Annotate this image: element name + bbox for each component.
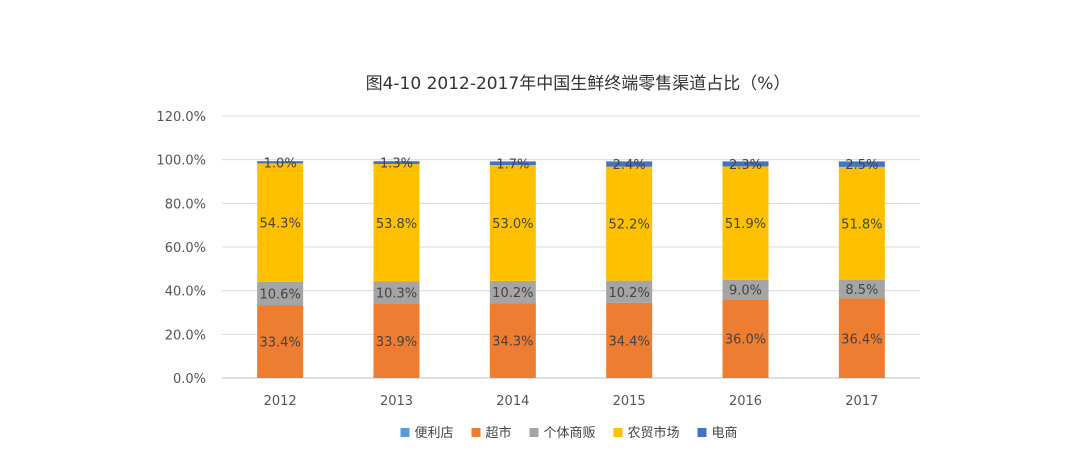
gridlines (222, 115, 920, 379)
bar-segment (838, 298, 885, 378)
data-label: 8.5% (845, 283, 878, 298)
y-tick-label: 120.0% (156, 110, 206, 125)
data-label: 36.4% (841, 332, 882, 347)
data-label: 51.8% (841, 217, 882, 232)
data-label: 10.2% (492, 286, 533, 301)
y-tick-label: 80.0% (165, 197, 206, 212)
bar-segment (373, 303, 420, 378)
bar-segment (606, 280, 653, 303)
data-label: 1.3% (380, 157, 413, 172)
data-label: 9.0% (729, 284, 762, 299)
data-label: 33.9% (376, 335, 417, 350)
bar-segment (722, 161, 769, 167)
legend-swatch (400, 428, 410, 437)
y-tick-label: 0.0% (173, 372, 206, 387)
x-tick-label: 2014 (496, 394, 529, 409)
legend-swatch (697, 428, 707, 437)
data-label: 2.4% (613, 158, 646, 173)
legend-swatch (471, 428, 481, 437)
y-tick-label: 60.0% (165, 241, 206, 256)
y-axis-ticks: 0.0% 20.0% 40.0% 60.0% 80.0% 100.0% 120.0% (156, 110, 206, 387)
bar-segment (373, 164, 420, 282)
legend-label: 便利店 (415, 426, 454, 441)
bar-segment (257, 163, 304, 282)
data-label: 2.3% (729, 158, 762, 173)
chart-title: 图4-10 2012-2017年中国生鲜终端零售渠道占比（%） (366, 74, 791, 94)
y-tick-label: 40.0% (165, 285, 206, 300)
legend-swatch (613, 428, 623, 437)
data-label: 52.2% (609, 218, 650, 233)
bar-segment (489, 165, 536, 281)
x-tick-label: 2012 (264, 394, 297, 409)
y-tick-label: 20.0% (165, 328, 206, 343)
bar-segment (838, 166, 885, 280)
data-label: 10.2% (609, 286, 650, 301)
x-tick-label: 2016 (729, 394, 762, 409)
data-labels: 33.4% 10.6% 54.3% 1.0% 33.9% 10.3% 53.8% 1.3% 34… (260, 156, 883, 350)
x-axis-ticks: 2012 2013 2014 2015 2016 2017 (264, 394, 879, 409)
legend-label: 个体商贩 (544, 426, 596, 441)
bar-segment (489, 280, 536, 304)
x-tick-label: 2015 (613, 394, 646, 409)
bar-segment (489, 161, 536, 166)
bar-segment (838, 161, 885, 167)
legend: 便利店 超市 个体商贩 农贸市场 电商 (400, 425, 738, 441)
bar-segment (373, 281, 420, 304)
data-label: 53.0% (492, 217, 533, 232)
data-label: 34.4% (609, 334, 650, 349)
legend-label: 电商 (712, 426, 738, 441)
bar-segment (722, 299, 769, 378)
bar-segment (838, 279, 885, 299)
data-label: 34.3% (492, 335, 533, 350)
bar-segment (373, 161, 420, 165)
y-tick-label: 100.0% (156, 154, 206, 169)
bar-segment (257, 305, 304, 378)
data-label: 51.9% (725, 217, 766, 232)
data-label: 10.6% (260, 288, 301, 303)
bar-segment (722, 279, 769, 300)
legend-label: 超市 (486, 425, 512, 441)
x-tick-label: 2013 (380, 394, 413, 409)
bar-segment (606, 166, 653, 281)
bars (257, 161, 885, 378)
bar-segment (257, 281, 304, 306)
data-label: 33.4% (260, 336, 301, 351)
bar-segment (257, 161, 304, 164)
data-label: 36.0% (725, 333, 766, 348)
data-label: 1.7% (496, 157, 529, 172)
bar-segment (606, 302, 653, 378)
bar-segment (606, 161, 653, 167)
legend-label: 农贸市场 (628, 425, 680, 441)
bar-segment (722, 166, 769, 280)
data-label: 1.0% (264, 156, 297, 171)
data-label: 2.5% (845, 158, 878, 173)
data-label: 53.8% (376, 217, 417, 232)
data-label: 10.3% (376, 287, 417, 302)
x-tick-label: 2017 (845, 394, 878, 409)
legend-swatch (529, 428, 539, 437)
data-label: 54.3% (260, 217, 301, 232)
bar-segment (489, 303, 536, 378)
